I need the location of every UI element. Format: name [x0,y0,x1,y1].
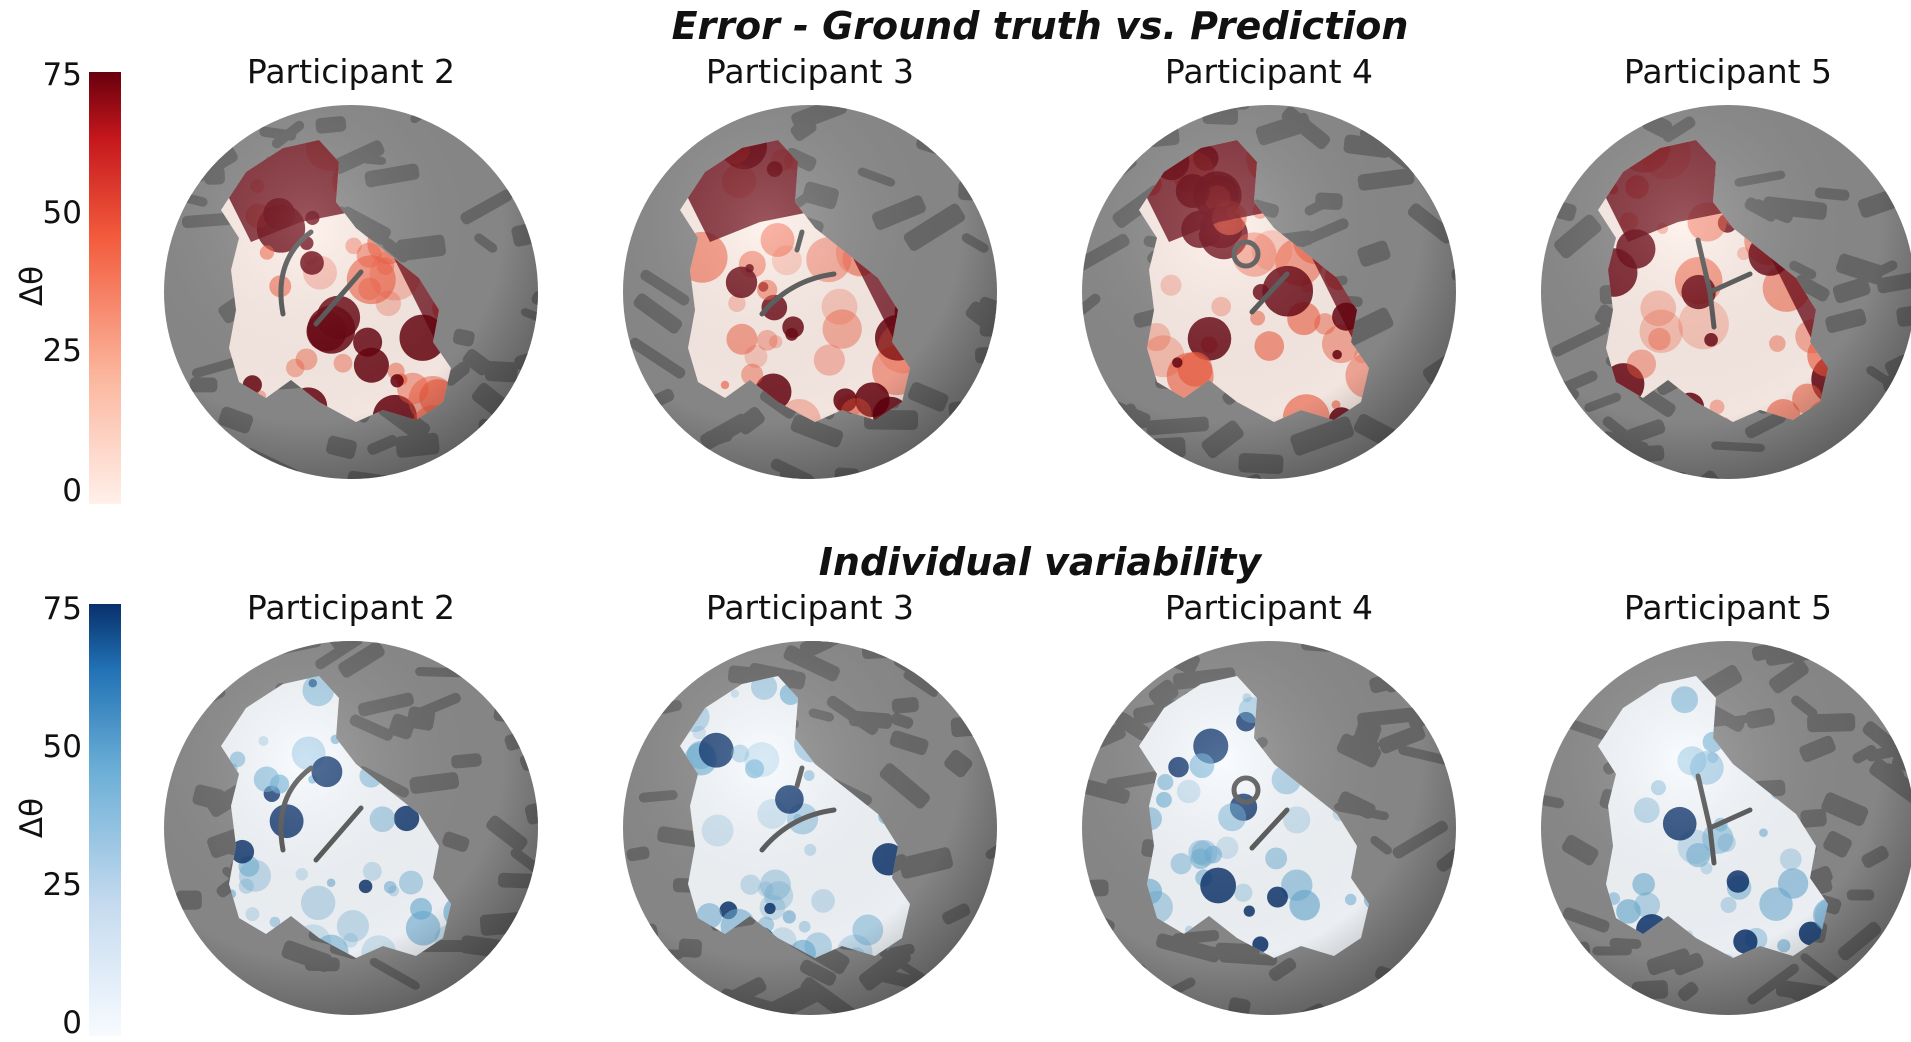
colorbar-tick: 50 [42,195,82,231]
panel-title: Participant 3 [705,52,915,91]
panel-variability-p2: Participant 2 [121,588,581,1038]
panel-variability-p4: Participant 4 [1039,588,1499,1038]
brain-sphere [623,105,997,479]
colorbar-error: 75 50 25 0 Δθ [0,60,150,520]
brain-sphere [1082,105,1456,479]
panel-error-p3: Participant 3 [580,52,1040,492]
panel-error-p2: Participant 2 [121,52,581,492]
panel-variability-p5: Participant 5 [1498,588,1911,1038]
panel-title: Participant 2 [246,52,456,91]
colorbar-label: Δθ [14,797,51,839]
brain-sphere [623,641,997,1015]
brain-sphere [164,641,538,1015]
panel-title: Participant 5 [1623,588,1833,627]
colorbar-tick: 50 [42,729,82,765]
colorbar-tick: 75 [42,57,82,93]
brain-sphere [164,105,538,479]
brain-sphere [1541,641,1911,1015]
panel-title: Participant 4 [1164,588,1374,627]
brain-sphere [1541,105,1911,479]
panel-variability-p3: Participant 3 [580,588,1040,1038]
panel-error-p5: Participant 5 [1498,52,1911,492]
colorbar-tick: 0 [62,1005,82,1041]
colorbar-variability: 75 50 25 0 Δθ [0,594,150,1042]
colorbar-tick: 25 [42,333,82,369]
colorbar-gradient [89,72,121,504]
panel-title: Participant 5 [1623,52,1833,91]
row-title-error: Error - Ground truth vs. Prediction [671,4,1409,48]
colorbar-tick: 75 [42,591,82,627]
colorbar-tick: 0 [62,473,82,509]
colorbar-gradient [89,604,121,1036]
panel-title: Participant 2 [246,588,456,627]
row-title-variability: Individual variability [818,540,1262,584]
panel-title: Participant 4 [1164,52,1374,91]
colorbar-tick: 25 [42,867,82,903]
panel-title: Participant 3 [705,588,915,627]
panel-error-p4: Participant 4 [1039,52,1499,492]
brain-sphere [1082,641,1456,1015]
colorbar-label: Δθ [14,265,51,307]
